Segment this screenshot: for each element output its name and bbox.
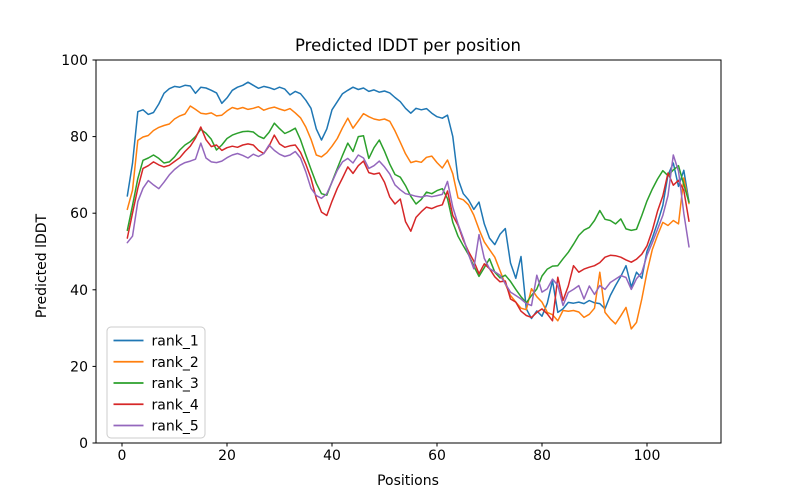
x-tick-label: 100 (634, 448, 661, 464)
y-tick-label: 80 (70, 130, 88, 146)
legend-label-rank_4: rank_4 (152, 397, 199, 413)
series-line-rank_3 (126, 122, 690, 304)
x-tick-label: 0 (118, 448, 127, 464)
series-line-rank_2 (126, 105, 690, 330)
plot-series (126, 81, 690, 330)
y-tick-label: 100 (61, 53, 88, 69)
x-tick-label: 40 (323, 448, 341, 464)
y-tick-label: 40 (70, 283, 88, 299)
series-line-rank_1 (126, 81, 690, 320)
chart-title: Predicted lDDT per position (295, 36, 521, 55)
x-tick-label: 20 (218, 448, 236, 464)
legend-box (106, 326, 206, 439)
x-tick-label: 60 (428, 448, 446, 464)
y-axis-label: Predicted lDDT (34, 213, 50, 318)
legend: rank_1 rank_2 rank_3 rank_4 rank_5 (106, 326, 206, 439)
plot-area-border (95, 59, 722, 444)
y-tick-label: 0 (79, 436, 88, 452)
x-tick-label: 80 (533, 448, 551, 464)
y-tick-label: 60 (70, 206, 88, 222)
legend-label-rank_5: rank_5 (152, 419, 199, 435)
series-line-rank_4 (126, 126, 690, 322)
legend-label-rank_3: rank_3 (152, 376, 199, 392)
y-tick-label: 20 (70, 359, 88, 375)
legend-label-rank_2: rank_2 (152, 355, 199, 371)
x-axis-label: Positions (377, 473, 439, 489)
axes: 0 20 40 60 80 100 0 20 40 60 80 100 (61, 53, 722, 464)
legend-label-rank_1: rank_1 (152, 334, 199, 350)
series-line-rank_5 (126, 142, 690, 307)
